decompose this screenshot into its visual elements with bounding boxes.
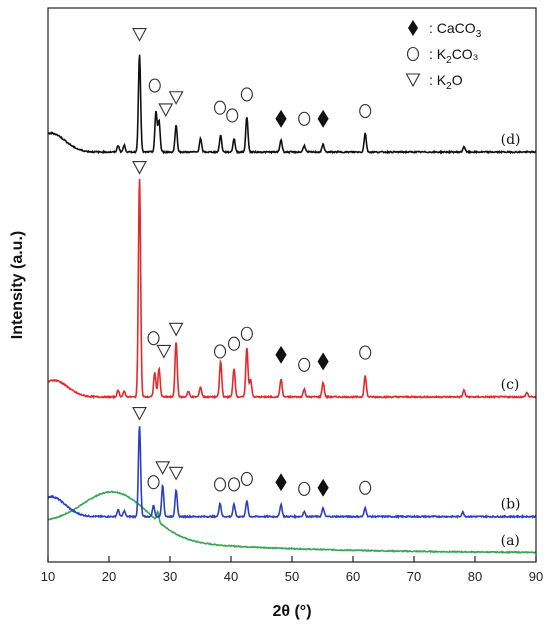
legend-label: : K2O <box>429 72 463 92</box>
k2co3-marker <box>359 480 372 495</box>
legend-label-main: : K <box>429 72 447 88</box>
legend-label-subscript: 3 <box>476 29 482 40</box>
x-tick-label: 60 <box>346 569 360 584</box>
series-label: (a) <box>501 533 520 549</box>
caco3-marker <box>275 345 287 364</box>
plot-area <box>47 54 537 555</box>
k2co3-marker <box>213 344 227 359</box>
k2o-marker <box>132 406 147 421</box>
x-tick-label: 70 <box>407 569 421 584</box>
legend-label-subscript: 2 <box>446 55 452 66</box>
x-tick-label: 30 <box>163 569 177 584</box>
k2co3-marker <box>240 87 253 102</box>
series-label: (c) <box>501 377 520 393</box>
k2o-marker <box>168 322 184 337</box>
series-line-1 <box>47 426 537 520</box>
series-line-0 <box>47 490 537 555</box>
series-line-3 <box>47 54 537 155</box>
k2o-marker <box>158 103 174 118</box>
k2co3-marker <box>226 108 239 123</box>
k2o-marker <box>168 466 184 481</box>
x-tick-label: 80 <box>468 569 482 584</box>
legend-label-main: : CaCO <box>429 20 476 36</box>
legend-circle-icon <box>406 46 420 62</box>
k2o-marker <box>156 344 172 359</box>
x-tick-label: 20 <box>102 569 116 584</box>
caco3-marker <box>275 473 287 492</box>
legend-label-main: : K <box>429 46 447 62</box>
legend-triangle-icon <box>405 73 421 88</box>
k2co3-marker <box>147 475 160 490</box>
legend-label: : CaCO3 <box>429 20 482 40</box>
k2o-marker <box>155 461 171 475</box>
k2co3-marker <box>228 336 241 351</box>
k2co3-marker <box>298 481 311 496</box>
x-axis-title: 2θ (°) <box>272 603 311 620</box>
k2o-marker <box>132 28 147 42</box>
k2co3-marker <box>213 477 227 492</box>
legend-label-suffix: O <box>452 72 463 88</box>
k2co3-marker <box>240 326 253 341</box>
k2co3-marker <box>298 357 311 372</box>
legend-diamond-icon <box>408 20 418 36</box>
k2o-marker <box>132 161 147 175</box>
caco3-marker <box>317 109 329 128</box>
x-tick-label: 40 <box>224 569 238 584</box>
x-axis: 10 20 30 40 50 60 70 80 90 <box>41 556 543 584</box>
k2co3-marker <box>359 345 372 360</box>
caco3-marker <box>317 478 329 497</box>
k2co3-marker <box>359 103 372 119</box>
legend-label-suffix: CO₃ <box>452 46 479 62</box>
caco3-marker <box>317 352 329 371</box>
series-line-2 <box>47 178 537 400</box>
k2co3-marker <box>148 78 161 93</box>
y-axis-title: Intensity (a.u.) <box>9 231 26 339</box>
trace-labels: (a) (b) (c) (d) <box>501 132 521 549</box>
k2co3-marker <box>213 100 227 115</box>
k2co3-marker <box>147 331 160 346</box>
k2co3-marker <box>298 111 311 126</box>
x-tick-label: 90 <box>529 569 543 584</box>
series-label: (d) <box>501 132 521 148</box>
legend-label-subscript: 2 <box>446 81 452 92</box>
k2o-marker <box>168 91 184 105</box>
k2co3-marker <box>240 471 253 486</box>
plot-frame <box>47 7 537 563</box>
x-tick-label: 10 <box>41 569 55 584</box>
peak-markers <box>132 28 372 497</box>
k2co3-marker <box>228 477 241 492</box>
x-tick-label: 50 <box>285 569 299 584</box>
series-label: (b) <box>501 497 521 513</box>
legend-label: : K2CO₃ <box>429 46 478 66</box>
caco3-marker <box>275 109 287 128</box>
legend: : CaCO3: K2CO₃: K2O <box>405 20 482 92</box>
